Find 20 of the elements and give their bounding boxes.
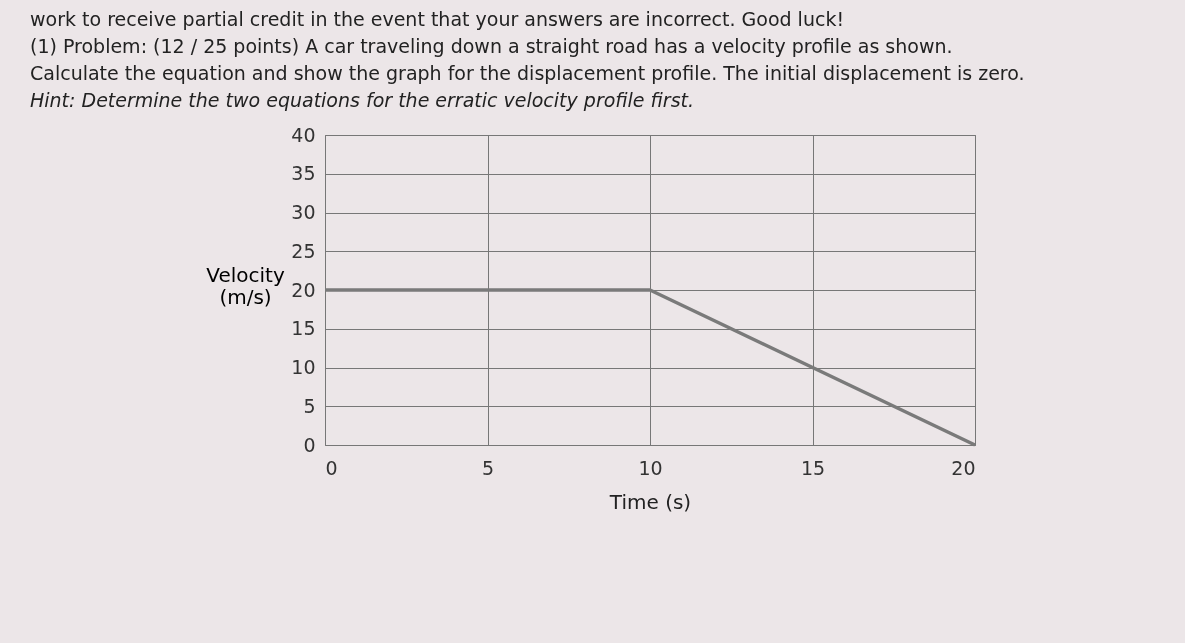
y-tick-label: 25 (291, 239, 316, 262)
y-tick-label: 20 (291, 278, 316, 301)
x-tick-label: 0 (325, 456, 338, 479)
x-tick-label: 15 (800, 456, 826, 479)
text: (1) Problem: (12 / 25 points) A car traveling down a straight road has a velocity profile as shown. (30, 34, 954, 59)
y-axis-title: Velocity (m/s) (206, 262, 285, 309)
text: Calculate the equation and show the graph for the displacement profile. The initial displacement is zero. (30, 61, 1026, 86)
y-tick-label: 40 (291, 123, 316, 146)
y-tick-label: 15 (291, 317, 316, 340)
x-tick-label: 20 (951, 456, 976, 479)
text: work to receive partial credit in the event that your answers are incorrect. Good luck! (30, 7, 845, 32)
x-axis-title: Time (s) (608, 489, 692, 514)
y-tick-label: 0 (303, 433, 316, 456)
y-tick-label: 10 (291, 356, 316, 378)
x-tick-label: 5 (481, 456, 495, 479)
y-tick-label: 30 (291, 201, 316, 223)
text: Hint: Determine the two equations for the erratic velocity profile first. (30, 88, 696, 113)
y-tick-label: 5 (303, 394, 316, 417)
y-tick-label: 35 (291, 162, 316, 185)
x-tick-label: 10 (638, 456, 663, 479)
